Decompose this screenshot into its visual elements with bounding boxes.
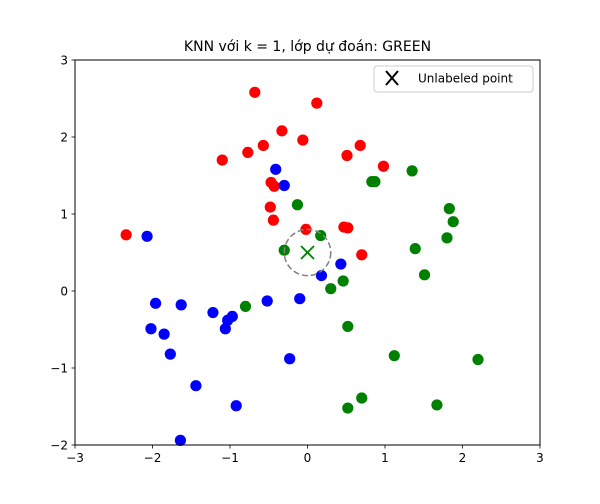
green-point [406, 165, 418, 177]
green-point [342, 320, 354, 333]
unlabeled-point-x-marker [300, 245, 315, 260]
green-point [291, 199, 304, 211]
x-tick-label: 3 [536, 451, 544, 465]
y-tick-label: 1 [60, 208, 68, 222]
legend: Unlabeled point [373, 65, 534, 93]
green-point [356, 392, 368, 404]
green-point [388, 350, 400, 362]
red-point [276, 125, 288, 137]
green-point [447, 216, 459, 228]
green-point [342, 402, 354, 414]
green-point [369, 176, 381, 188]
blue-point [278, 179, 290, 192]
green-point [472, 353, 484, 366]
x-tick-label: −3 [66, 451, 84, 465]
blue-point [164, 348, 176, 360]
neighbor-radius-circle [283, 228, 332, 277]
legend-label: Unlabeled point [418, 72, 513, 86]
red-point [342, 222, 354, 234]
chart-title: KNN với k = 1, lớp dự đoán: GREEN [184, 39, 431, 55]
y-tick-label: 3 [60, 54, 68, 68]
y-tick-label: −2 [50, 439, 68, 453]
blue-point [222, 314, 234, 326]
green-point [418, 269, 431, 281]
blue-point [335, 258, 347, 270]
red-point [377, 160, 390, 172]
x-tick-label: 1 [381, 451, 389, 465]
green-point [315, 229, 327, 242]
blue-point [261, 295, 273, 307]
blue-point [284, 353, 296, 365]
y-axis: −2 −1 0 1 2 3 [50, 54, 75, 453]
green-point [239, 300, 252, 312]
x-tick-label: 0 [304, 451, 312, 465]
green-point [441, 232, 453, 244]
x-tick-label: −1 [221, 451, 239, 465]
blue-point [150, 297, 162, 309]
y-tick-label: 2 [60, 131, 68, 145]
blue-point [294, 293, 306, 305]
blue-point [145, 323, 157, 335]
blue-point [270, 163, 282, 175]
plot-area [120, 86, 484, 446]
red-point [341, 149, 353, 162]
blue-point [141, 230, 153, 242]
red-point [267, 214, 279, 226]
red-point [242, 146, 254, 158]
red-point [354, 139, 366, 152]
blue-point [190, 380, 202, 392]
green-point [443, 203, 455, 215]
red-point [120, 229, 132, 241]
red-point [300, 223, 312, 235]
blue-point [158, 328, 170, 340]
blue-point [207, 306, 219, 319]
red-point [264, 201, 276, 213]
y-tick-label: 0 [60, 285, 68, 299]
green-point [337, 275, 349, 287]
red-point [268, 180, 280, 192]
green-point [409, 243, 421, 255]
blue-point [230, 400, 242, 412]
y-tick-label: −1 [50, 362, 68, 376]
x-axis: −3 −2 −1 0 1 2 3 [66, 445, 544, 465]
red-point [257, 139, 269, 152]
red-point [311, 97, 323, 109]
red-point [249, 86, 261, 98]
blue-point [315, 270, 328, 282]
red-point [216, 154, 228, 166]
blue-point [219, 323, 231, 335]
unlabeled-point-stroke [300, 245, 315, 260]
red-point [297, 134, 309, 146]
blue-point [175, 299, 187, 311]
green-point [325, 283, 337, 295]
blue-point [174, 434, 186, 446]
legend-box [373, 65, 534, 93]
x-tick-label: −2 [144, 451, 162, 465]
green-point [431, 399, 443, 411]
legend-x-marker-icon [385, 70, 399, 86]
red-point [356, 249, 368, 261]
x-tick-label: 2 [459, 451, 467, 465]
